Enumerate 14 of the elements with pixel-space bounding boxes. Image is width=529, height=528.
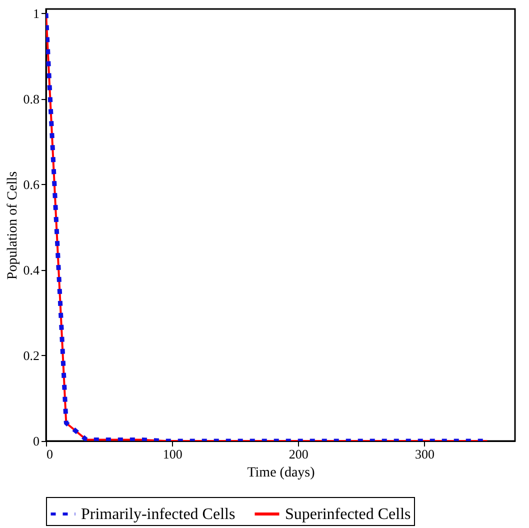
- x-tick-label: 0: [46, 446, 53, 462]
- y-tick-label: 0.8: [23, 91, 40, 106]
- legend-label: Superinfected Cells: [285, 506, 411, 523]
- y-tick-label: 0.4: [23, 262, 40, 278]
- x-tick-label: 100: [162, 446, 182, 462]
- x-tick-label: 200: [288, 446, 308, 462]
- x-tick-label: 300: [414, 446, 434, 462]
- y-tick-label: 0: [33, 434, 40, 448]
- x-axis-title: Time (days): [247, 466, 316, 480]
- y-axis-title: Population of Cells: [5, 171, 20, 280]
- y-tick-label: 0.2: [23, 348, 40, 363]
- legend-label: Primarily-infected Cells: [81, 506, 236, 523]
- y-tick-label: 1: [33, 6, 40, 21]
- y-tick-label: 0.6: [23, 176, 40, 192]
